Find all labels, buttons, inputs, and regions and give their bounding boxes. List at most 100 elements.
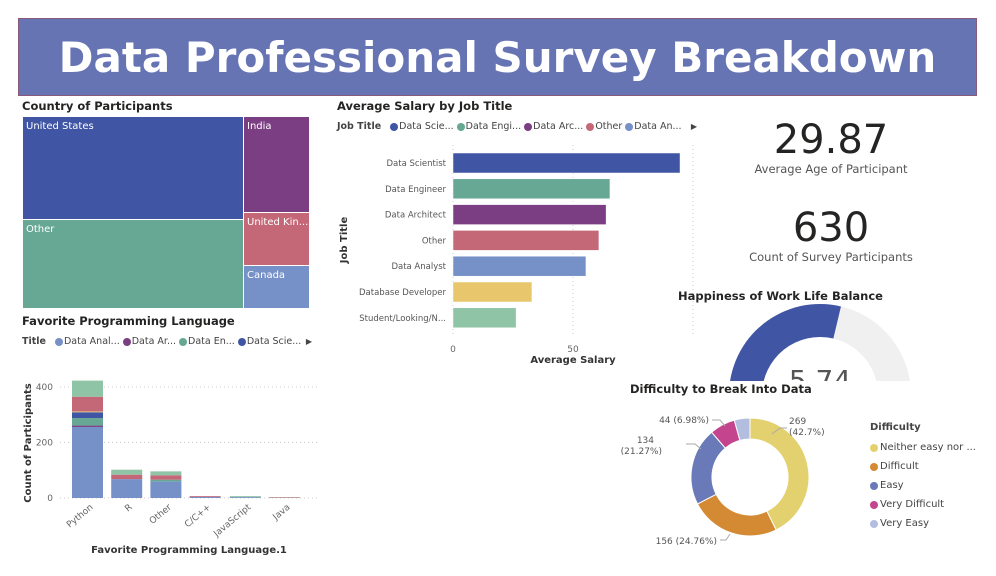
- y-tick-label: 400: [36, 383, 53, 393]
- leader-line: [771, 427, 787, 435]
- stacked-bar-segment[interactable]: [229, 496, 261, 497]
- legend-next-arrow-icon[interactable]: ▶: [305, 337, 312, 346]
- stacked-bar-segment[interactable]: [72, 380, 103, 397]
- x-tick-label: Java: [271, 503, 293, 524]
- kpi-value: 29.87: [773, 117, 889, 163]
- stacked-bar-segment[interactable]: [72, 425, 103, 427]
- stacked-bar-segment[interactable]: [189, 496, 221, 498]
- legend-label: Data Anal...: [63, 336, 120, 347]
- donut-slice[interactable]: [733, 417, 751, 441]
- y-tick-label: Database Developer: [359, 288, 446, 298]
- treemap-label: India: [247, 121, 272, 132]
- legend-title: Job Title: [337, 121, 382, 132]
- salary-bar[interactable]: [452, 307, 517, 329]
- legend-title: Title: [22, 336, 46, 347]
- stacked-bar-segment[interactable]: [72, 426, 103, 498]
- x-tick-label: 0: [450, 345, 456, 355]
- leader-line: [712, 419, 726, 427]
- legend-dot-icon: [870, 481, 878, 490]
- country-treemap: United States Other India United Kin... …: [22, 116, 310, 309]
- stacked-bar-segment[interactable]: [72, 411, 103, 413]
- legend-dot-icon: [586, 122, 595, 131]
- legend-label: Data An...: [634, 121, 682, 132]
- salary-bar[interactable]: [452, 204, 607, 225]
- legend-item[interactable]: Data Engi...: [454, 121, 521, 132]
- stacked-bar-segment[interactable]: [111, 469, 143, 475]
- salary-bar-chart: 0 50 Data Scientist Data Engineer Data Archi…: [339, 145, 694, 366]
- legend-dot-icon: [179, 337, 188, 346]
- stacked-bar-segment[interactable]: [269, 497, 300, 498]
- treemap-label: United Kin...: [247, 217, 309, 228]
- salary-bar[interactable]: [452, 230, 600, 251]
- treemap-cell-united-states[interactable]: United States: [22, 116, 244, 220]
- treemap-cell-india[interactable]: India: [243, 116, 310, 213]
- gauge-fill: [730, 304, 841, 381]
- gauge-value: 5.74: [788, 364, 852, 381]
- legend-item[interactable]: Neither easy nor ...: [870, 438, 990, 457]
- x-tick-label: 50: [567, 345, 579, 355]
- y-axis-label: Count of Participants: [23, 383, 34, 503]
- x-tick-label: JavaScript: [211, 502, 253, 540]
- legend-dot-icon: [625, 122, 634, 131]
- legend-dot-icon: [870, 500, 878, 509]
- stacked-bar-segment[interactable]: [150, 471, 182, 476]
- salary-bar[interactable]: [452, 152, 681, 174]
- stacked-bar-segment[interactable]: [72, 396, 103, 412]
- legend-item[interactable]: Other: [583, 121, 622, 132]
- salary-bar[interactable]: [452, 178, 611, 200]
- x-tick-label: C/C++: [183, 503, 213, 530]
- donut-data-label: (42.7%): [789, 428, 825, 438]
- legend-dot-icon: [524, 122, 533, 131]
- treemap-label: United States: [26, 121, 94, 132]
- legend-label: Data Scie...: [399, 121, 454, 132]
- dashboard-header: Data Professional Survey Breakdown: [18, 18, 977, 96]
- x-axis-label: Average Salary: [530, 355, 616, 366]
- legend-next-arrow-icon[interactable]: ▶: [690, 122, 697, 131]
- happiness-gauge: 5.74: [700, 300, 940, 381]
- legend-item[interactable]: Data Ar...: [120, 336, 176, 347]
- y-tick-label: 200: [36, 439, 53, 449]
- legend-dot-icon: [456, 122, 465, 131]
- x-tick-label: Other: [148, 502, 174, 526]
- language-stacked-bar-chart: 0 200 400 Python R Other C/C++ JavaScript Java Fa…: [23, 380, 318, 556]
- stacked-bar-segment[interactable]: [189, 496, 221, 497]
- legend-dot-icon: [122, 337, 131, 346]
- y-tick-label: Data Architect: [385, 211, 447, 221]
- legend-item[interactable]: Data Arc...: [521, 121, 583, 132]
- legend-item[interactable]: Data Anal...: [52, 336, 120, 347]
- legend-label: Other: [595, 121, 623, 132]
- salary-bar[interactable]: [452, 255, 587, 277]
- legend-item[interactable]: Very Easy: [870, 514, 990, 533]
- stacked-bar-segment[interactable]: [150, 479, 182, 482]
- salary-legend: Job Title Data Scie... Data Engi... Data A…: [337, 121, 697, 132]
- treemap-cell-canada[interactable]: Canada: [243, 265, 310, 309]
- language-chart-title: Favorite Programming Language: [22, 314, 235, 328]
- treemap-cell-united-kingdom[interactable]: United Kin...: [243, 212, 310, 266]
- treemap-cell-other[interactable]: Other: [22, 219, 244, 309]
- happiness-gauge-title: Happiness of Work Life Balance: [678, 289, 883, 303]
- stacked-bar-segment[interactable]: [72, 418, 103, 426]
- legend-item[interactable]: Very Difficult: [870, 495, 990, 514]
- legend-label: Easy: [880, 480, 904, 491]
- legend-item[interactable]: Data An...: [622, 121, 682, 132]
- legend-item[interactable]: Data Scie...: [387, 121, 454, 132]
- stacked-bar-segment[interactable]: [229, 497, 261, 498]
- legend-label: Data Engi...: [465, 121, 522, 132]
- donut-slice[interactable]: [749, 417, 810, 531]
- legend-item[interactable]: Data En...: [176, 336, 235, 347]
- legend-item[interactable]: Easy: [870, 476, 990, 495]
- stacked-bar-segment[interactable]: [111, 479, 143, 498]
- y-tick-label: Student/Looking/N...: [359, 314, 446, 324]
- y-tick-label: Data Analyst: [391, 262, 446, 272]
- salary-bar[interactable]: [452, 281, 533, 303]
- stacked-bar-segment[interactable]: [111, 474, 143, 480]
- stacked-bar-segment[interactable]: [150, 481, 182, 498]
- leader-line: [720, 533, 731, 541]
- legend-item[interactable]: Data Scie...: [235, 336, 301, 347]
- difficulty-donut-chart: 269(42.7%) 156 (24.76%) 134(21.27%) 44 (6.9…: [621, 416, 825, 547]
- legend-item[interactable]: Difficult: [870, 457, 990, 476]
- donut-slice[interactable]: [696, 493, 777, 537]
- stacked-bar-segment[interactable]: [150, 475, 182, 480]
- donut-slice[interactable]: [690, 431, 726, 505]
- stacked-bar-segment[interactable]: [72, 412, 103, 419]
